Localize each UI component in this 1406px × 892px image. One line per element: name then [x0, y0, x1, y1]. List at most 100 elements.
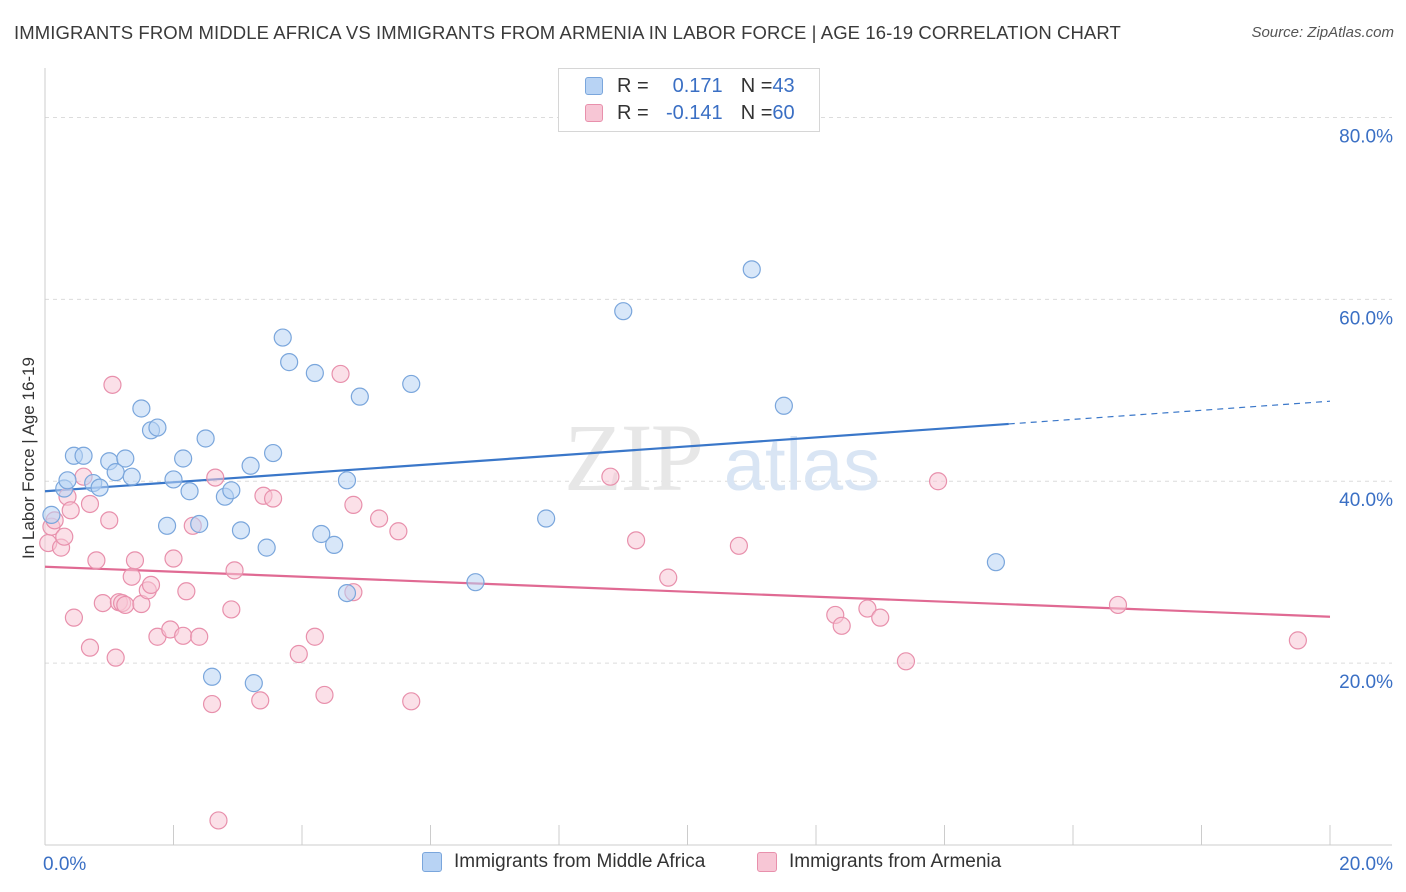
point-middle-africa [337, 583, 357, 603]
point-middle-africa [174, 449, 193, 468]
stats-legend-row-pink: R = -0.141 N = 60 [585, 100, 795, 126]
point-armenia [103, 375, 122, 394]
point-armenia [305, 627, 324, 646]
point-middle-africa [614, 302, 633, 321]
point-armenia [116, 595, 135, 615]
point-armenia [1288, 631, 1307, 650]
point-middle-africa [337, 471, 357, 490]
point-middle-africa [273, 328, 292, 347]
legend-item-middle-africa: Immigrants from Middle Africa [422, 851, 705, 873]
point-armenia [222, 600, 241, 619]
point-middle-africa [305, 363, 324, 383]
label-layer: 20.0% 40.0% 60.0% 80.0% 0.0% 20.0% In Labor Fo… [19, 126, 1393, 875]
watermark-atlas: atlas [724, 423, 880, 506]
y-tick-label: 20.0% [1339, 672, 1393, 693]
point-armenia [174, 626, 193, 645]
point-armenia [209, 811, 228, 830]
point-armenia [202, 694, 222, 714]
legend-label: Immigrants from Armenia [789, 851, 1002, 872]
point-armenia [402, 692, 421, 711]
y-tick-label: 60.0% [1339, 308, 1393, 329]
trendline-middle-africa-extension [1008, 400, 1331, 425]
point-armenia [190, 627, 209, 646]
point-armenia [177, 582, 196, 601]
x-tick-label: 20.0% [1339, 854, 1393, 875]
point-middle-africa [402, 374, 421, 394]
point-middle-africa [190, 514, 209, 534]
series-legend: Immigrants from Middle Africa Immigrants… [0, 851, 1406, 877]
point-armenia [601, 467, 620, 486]
point-middle-africa [257, 538, 276, 557]
point-middle-africa [774, 396, 793, 415]
n-value: 60 [772, 101, 795, 124]
point-armenia [87, 551, 106, 570]
point-armenia [896, 652, 916, 671]
stats-legend: R = 0.171 N = 43 R = -0.141 N = 60 [558, 68, 820, 132]
n-label: N = [740, 74, 773, 97]
point-middle-africa [122, 467, 141, 486]
point-middle-africa [325, 535, 344, 554]
y-axis-label: In Labor Force | Age 16-19 [19, 357, 38, 559]
point-armenia [106, 648, 125, 667]
point-middle-africa [466, 573, 485, 592]
point-armenia [626, 531, 646, 550]
point-middle-africa [42, 505, 61, 524]
point-armenia [370, 509, 389, 528]
point-armenia [206, 468, 225, 487]
point-armenia [80, 494, 100, 514]
point-middle-africa [196, 429, 215, 448]
point-armenia [100, 511, 119, 530]
point-armenia [122, 567, 141, 586]
r-value: -0.141 [665, 101, 723, 124]
point-armenia [659, 568, 678, 587]
point-armenia [315, 685, 334, 705]
point-middle-africa [132, 399, 151, 418]
point-armenia [61, 501, 80, 520]
point-middle-africa [312, 524, 331, 544]
point-middle-africa [180, 482, 199, 501]
point-armenia [389, 522, 408, 541]
watermark: ZIP atlas [564, 404, 880, 511]
point-middle-africa [202, 667, 222, 686]
point-armenia [93, 593, 112, 613]
source-credit: Source: ZipAtlas.com [1251, 24, 1394, 41]
x-tick-label: 0.0% [43, 854, 86, 875]
point-armenia [55, 527, 74, 546]
r-label: R = [617, 74, 649, 97]
point-armenia [125, 551, 145, 570]
point-armenia [289, 644, 308, 664]
legend-swatch-blue [422, 852, 442, 872]
point-middle-africa [222, 481, 241, 500]
point-middle-africa [986, 553, 1006, 572]
point-middle-africa [90, 478, 109, 497]
n-value: 43 [772, 74, 795, 97]
point-middle-africa [742, 260, 761, 279]
point-middle-africa [263, 443, 283, 463]
point-armenia [331, 364, 350, 384]
point-armenia [871, 608, 890, 627]
point-armenia [1108, 595, 1128, 615]
point-middle-africa [58, 471, 77, 490]
point-middle-africa [537, 509, 556, 528]
watermark-zip: ZIP [564, 404, 702, 511]
stats-legend-row-blue: R = 0.171 N = 43 [585, 73, 795, 99]
point-middle-africa [74, 446, 93, 465]
point-armenia [729, 536, 749, 555]
chart-title: IMMIGRANTS FROM MIDDLE AFRICA VS IMMIGRA… [14, 22, 1121, 43]
y-tick-label: 40.0% [1339, 490, 1393, 511]
point-armenia [225, 561, 244, 580]
point-middle-africa [241, 456, 260, 475]
legend-swatch-blue [585, 77, 603, 95]
point-armenia [141, 575, 161, 595]
grid-layer [45, 116, 1392, 664]
point-armenia [263, 489, 283, 508]
point-middle-africa [244, 674, 263, 693]
point-middle-africa [164, 470, 183, 489]
legend-swatch-pink [585, 104, 603, 122]
point-armenia [251, 691, 270, 710]
y-tick-label: 80.0% [1339, 126, 1393, 147]
point-armenia [344, 495, 363, 514]
point-middle-africa [157, 516, 177, 535]
point-middle-africa [350, 387, 369, 406]
